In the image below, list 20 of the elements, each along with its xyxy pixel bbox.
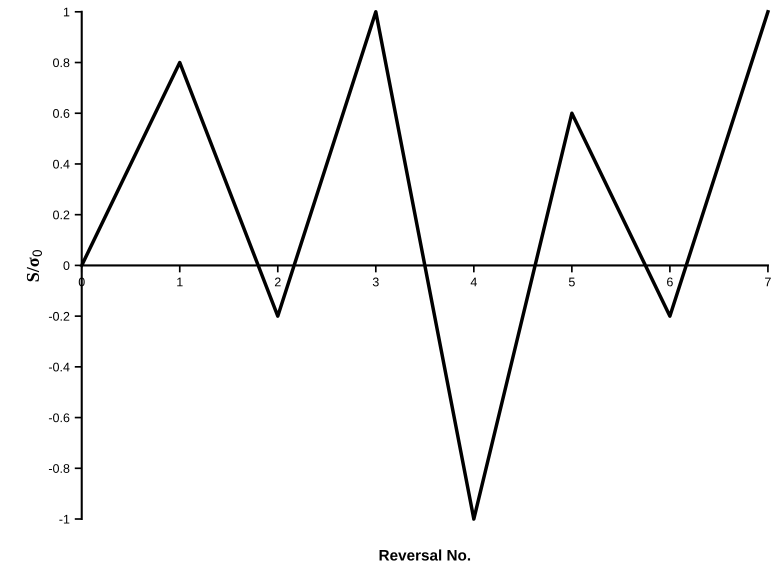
- y-tick-label: 0.6: [53, 109, 70, 118]
- x-tick-label: 4: [470, 278, 477, 286]
- y-tick-label: -0.6: [48, 413, 70, 422]
- y-tick-label: -0.8: [48, 464, 70, 473]
- y-axis-title: S/σ$_{0}$: [26, 250, 42, 282]
- y-tick-label: 1: [64, 8, 70, 16]
- y-tick-label: 0.8: [53, 58, 70, 68]
- x-axis-title: Reversal No.: [380, 549, 470, 561]
- y-tick-label: -0.4: [48, 362, 70, 372]
- x-tick-label: 5: [568, 278, 575, 286]
- x-tick-label: 7: [765, 278, 771, 286]
- x-tick-label: 3: [372, 278, 379, 286]
- x-tick-label: 6: [667, 278, 673, 286]
- x-tick-label: 2: [274, 278, 281, 286]
- y-tick-label: -0.2: [48, 312, 70, 321]
- y-tick-label: 0.2: [53, 210, 70, 220]
- x-tick-label: 1: [177, 278, 183, 286]
- y-tick-label: 0.4: [53, 160, 70, 169]
- y-tick-label: 0: [63, 261, 70, 270]
- y-tick-label: -1: [59, 514, 70, 524]
